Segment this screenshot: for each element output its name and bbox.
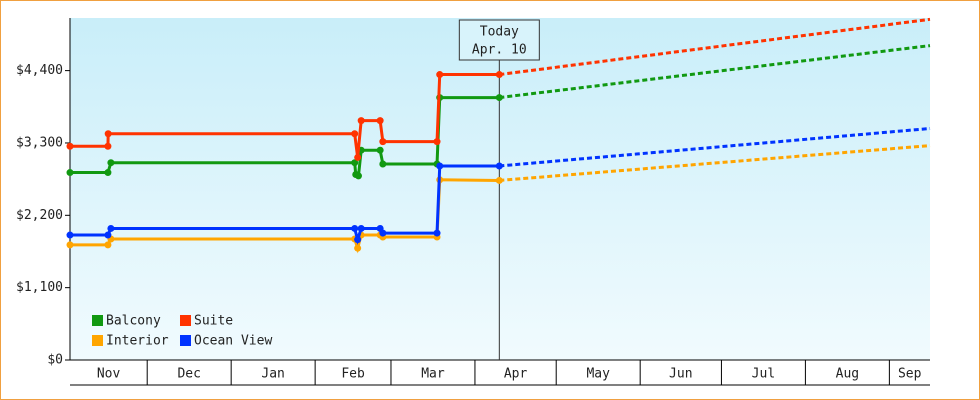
x-tick-label: Feb <box>341 367 365 382</box>
point <box>379 229 387 237</box>
x-tick-label: Apr <box>504 367 528 382</box>
legend-swatch <box>92 315 103 326</box>
point <box>66 142 74 150</box>
legend-label: Interior <box>106 334 169 349</box>
y-tick-label: $1,100 <box>16 280 63 295</box>
point <box>433 229 441 237</box>
x-tick-label: Mar <box>421 367 445 382</box>
forecast-line <box>499 17 931 77</box>
x-tick-label: Aug <box>836 367 859 382</box>
x-tick-label: May <box>586 367 610 382</box>
point <box>66 169 74 177</box>
point <box>66 231 74 239</box>
point <box>107 224 115 232</box>
point <box>351 224 359 232</box>
point <box>495 71 503 79</box>
legend-swatch <box>180 335 191 346</box>
legend-label: Ocean View <box>194 334 272 349</box>
point <box>351 159 359 167</box>
point <box>354 244 362 252</box>
x-tick-label: Dec <box>177 367 200 382</box>
point <box>495 162 503 170</box>
point <box>104 169 112 177</box>
y-tick-label: $4,400 <box>16 63 63 78</box>
y-tick-label: $0 <box>47 353 63 368</box>
point <box>104 130 112 138</box>
point <box>379 138 387 146</box>
point <box>379 160 387 168</box>
point <box>357 117 365 125</box>
today-date: Apr. 10 <box>472 43 527 58</box>
legend-swatch <box>180 315 191 326</box>
point <box>104 142 112 150</box>
legend-label: Balcony <box>106 314 161 329</box>
point <box>354 153 362 161</box>
forecast-line <box>499 44 931 100</box>
point <box>495 94 503 102</box>
y-tick-label: $2,200 <box>16 208 63 223</box>
point <box>495 176 503 184</box>
point <box>436 162 444 170</box>
plot-area <box>70 18 930 360</box>
point <box>433 138 441 146</box>
x-tick-label: Nov <box>97 367 121 382</box>
x-tick-label: Jun <box>669 367 692 382</box>
legend-label: Suite <box>194 314 233 329</box>
forecast-line <box>499 126 931 168</box>
point <box>351 130 359 138</box>
point <box>354 172 362 180</box>
point <box>66 241 74 249</box>
today-label: Today <box>480 25 519 40</box>
point <box>104 231 112 239</box>
point <box>107 159 115 167</box>
x-tick-label: Jan <box>261 367 284 382</box>
point <box>376 146 384 154</box>
legend-swatch <box>92 335 103 346</box>
x-tick-label: Jul <box>752 367 775 382</box>
forecast-line <box>499 144 931 182</box>
point <box>436 71 444 79</box>
x-tick-label: Sep <box>898 367 922 382</box>
y-tick-label: $3,300 <box>16 135 63 150</box>
point <box>357 224 365 232</box>
point <box>354 236 362 244</box>
point <box>104 241 112 249</box>
today-box <box>458 19 540 61</box>
point <box>376 117 384 125</box>
